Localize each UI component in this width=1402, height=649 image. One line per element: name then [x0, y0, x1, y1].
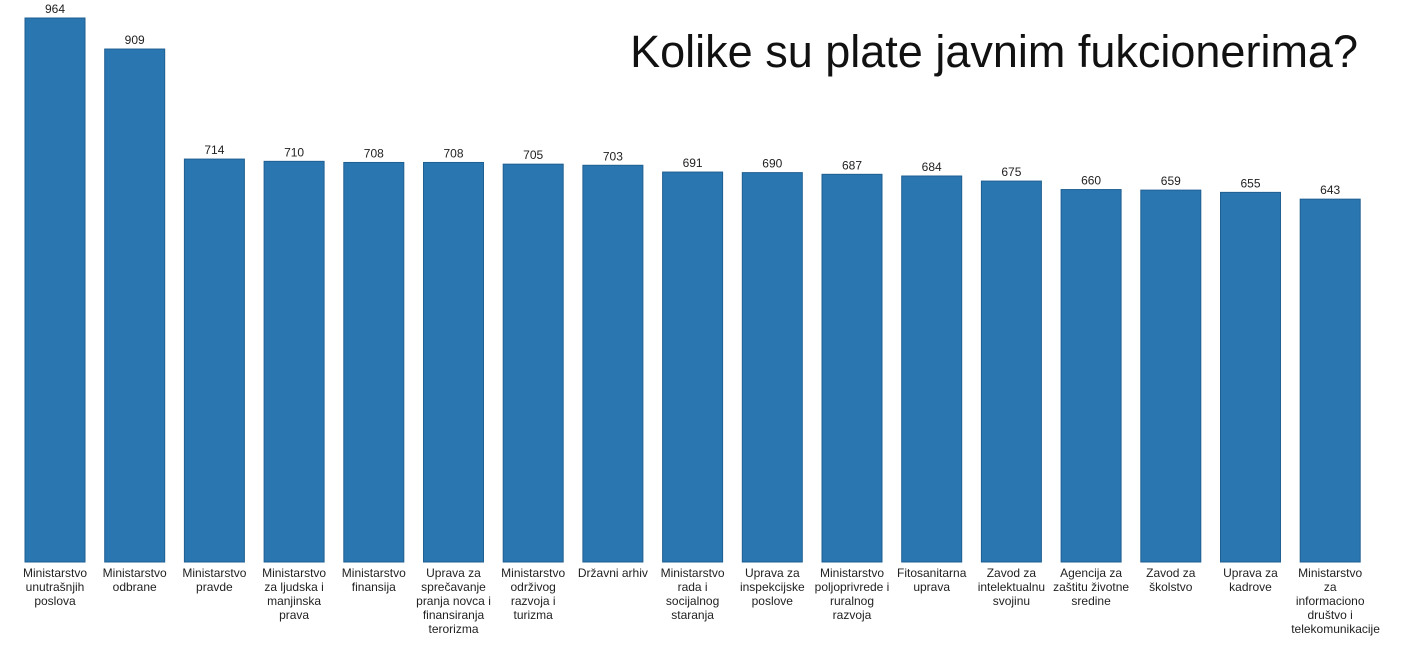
data-label: 643 [1320, 183, 1340, 197]
bar [901, 175, 963, 563]
category-label: Zavod za školstvo [1146, 566, 1196, 594]
category-label: Ministarstvo unutrašnjih poslova [22, 566, 87, 608]
data-label: 691 [683, 156, 703, 170]
data-label: 708 [443, 146, 463, 160]
data-label: 964 [45, 2, 65, 16]
category-label: Ministarstvo poljoprivrede i ruralnog ra… [814, 566, 890, 622]
bar [741, 172, 803, 563]
bar [502, 163, 564, 563]
category-label: Ministarstvo održivog razvoja i turizma [501, 566, 566, 622]
data-label: 659 [1161, 174, 1181, 188]
bar [662, 171, 724, 563]
bar [343, 161, 405, 563]
category-label: Zavod za intelektualnu svojinu [977, 566, 1046, 608]
category-label: Ministarstvo pravde [182, 566, 247, 594]
data-label: 703 [603, 149, 623, 163]
data-label: 655 [1240, 176, 1260, 190]
bar [1299, 198, 1361, 563]
bar [980, 180, 1042, 563]
bar [1060, 189, 1122, 563]
category-label: Ministarstvo finansija [341, 566, 406, 594]
data-label: 684 [922, 160, 942, 174]
data-label: 909 [125, 33, 145, 47]
data-label: 690 [762, 157, 782, 171]
category-label: Fitosanitarna uprava [897, 566, 967, 594]
bar [24, 17, 86, 563]
bar [821, 173, 883, 563]
category-label: Državni arhiv [577, 566, 648, 580]
data-label: 705 [523, 148, 543, 162]
data-label: 714 [204, 143, 224, 157]
bar [1220, 191, 1281, 563]
bar [1140, 189, 1202, 563]
bar [423, 161, 484, 563]
category-label: Uprava za sprečavanje pranja novca i fin… [416, 566, 491, 636]
category-label: Ministarstvo odbrane [102, 566, 167, 594]
data-label: 675 [1001, 165, 1021, 179]
data-label: 687 [842, 158, 862, 172]
category-label: Uprava za kadrove [1223, 566, 1278, 594]
bar [263, 160, 325, 563]
data-label: 660 [1081, 174, 1101, 188]
category-label: Uprava za inspekcijske poslove [739, 566, 805, 608]
chart-title: Kolike su plate javnim fukcionerima? [630, 26, 1358, 77]
data-label: 710 [284, 145, 304, 159]
category-label: Ministarstvo za ljudska i manjinska prav… [262, 566, 327, 622]
category-label: Ministarstvo rada i socijalnog staranja [660, 566, 725, 622]
bar [104, 48, 166, 563]
bar [582, 164, 644, 563]
category-label: Agencija za zaštitu životne sredine [1053, 566, 1130, 608]
data-label: 708 [364, 146, 384, 160]
bar [183, 158, 245, 563]
category-label: Ministarstvo za informaciono društvo i t… [1291, 566, 1380, 636]
